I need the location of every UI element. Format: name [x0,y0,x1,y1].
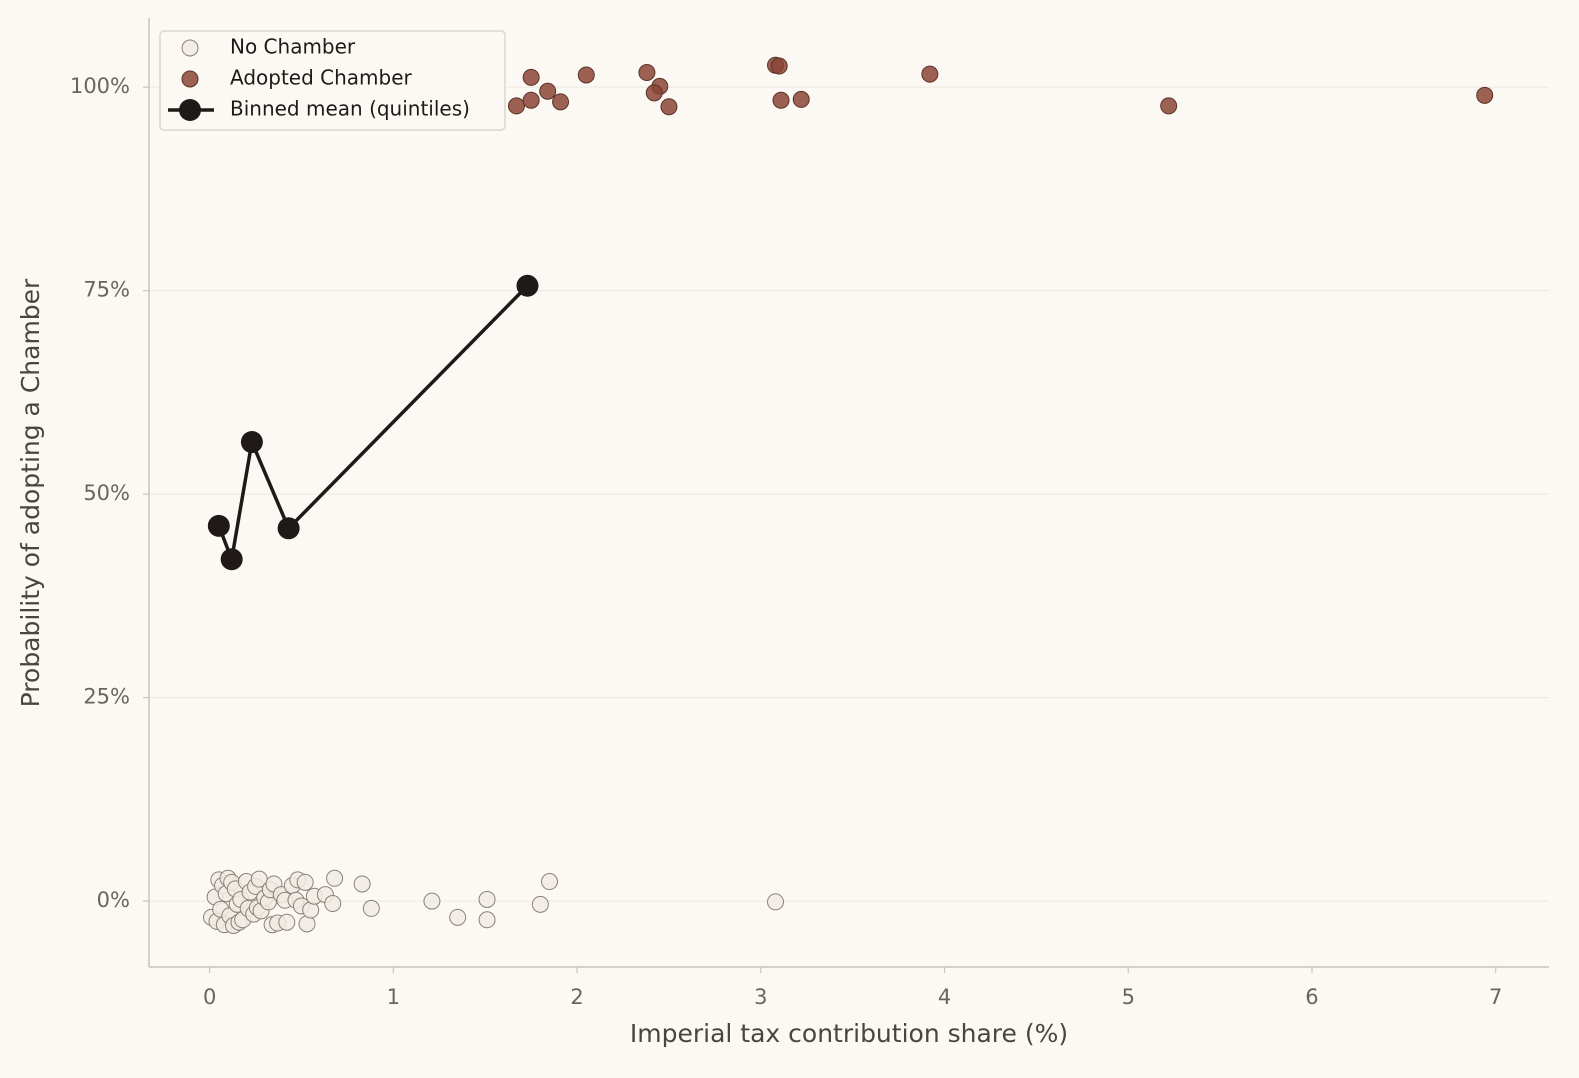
scatter-point [552,93,570,111]
scatter-point [296,873,314,891]
scatter-point [792,90,810,108]
scatter-point [541,873,559,891]
y-tick-label: 100% [70,74,130,98]
x-tick-label: 0 [203,985,216,1009]
scatter-point [522,91,540,109]
scatter-point [1160,97,1178,115]
scatter-point [921,65,939,83]
y-tick-label: 25% [83,685,130,709]
scatter-point [531,895,549,913]
y-tick-label: 75% [83,278,130,302]
y-axis-label: Probability of adopting a Chamber [16,278,45,707]
mean-marker [207,514,230,537]
scatter-point [645,84,663,102]
mean-marker [240,431,263,454]
scatter-point [772,91,790,109]
scatter-point [449,908,467,926]
x-tick-label: 7 [1489,985,1502,1009]
scatter-point [353,875,371,893]
y-tick-label: 50% [83,481,130,505]
legend-marker [181,39,199,57]
legend-marker [179,99,201,121]
legend: No Chamber Adopted Chamber Binned mean (qu… [159,30,506,131]
mean-marker [277,517,300,540]
x-tick-label: 1 [387,985,400,1009]
legend-label: Adopted Chamber [230,66,413,90]
scatter-point [278,913,296,931]
x-tick-label: 3 [754,985,767,1009]
scatter-point [767,893,785,911]
scatter-point [324,895,342,913]
mean-marker [516,274,539,297]
x-tick-label: 2 [570,985,583,1009]
y-tick-label: 0% [97,888,130,912]
scatter-point [539,82,557,100]
x-tick-label: 5 [1122,985,1135,1009]
x-axis-label: Imperial tax contribution share (%) [630,1019,1068,1048]
scatter-point [1476,86,1494,104]
scatter-point [362,899,380,917]
scatter-point [660,98,678,116]
scatter-point [770,57,788,75]
legend-label: No Chamber [230,35,356,59]
x-tick-label: 4 [938,985,951,1009]
scatter-point [577,66,595,84]
scatter-point [507,97,525,115]
scatter-point [423,892,441,910]
legend-label: Binned mean (quintiles) [230,97,470,121]
scatter-point [522,68,540,86]
scatter-point [478,911,496,929]
scatter-point [326,869,344,887]
legend-marker [181,70,199,88]
scatter-point [478,890,496,908]
mean-marker [220,548,243,571]
legend-box [159,30,506,131]
x-tick-label: 6 [1305,985,1318,1009]
scatter-point [638,64,656,82]
